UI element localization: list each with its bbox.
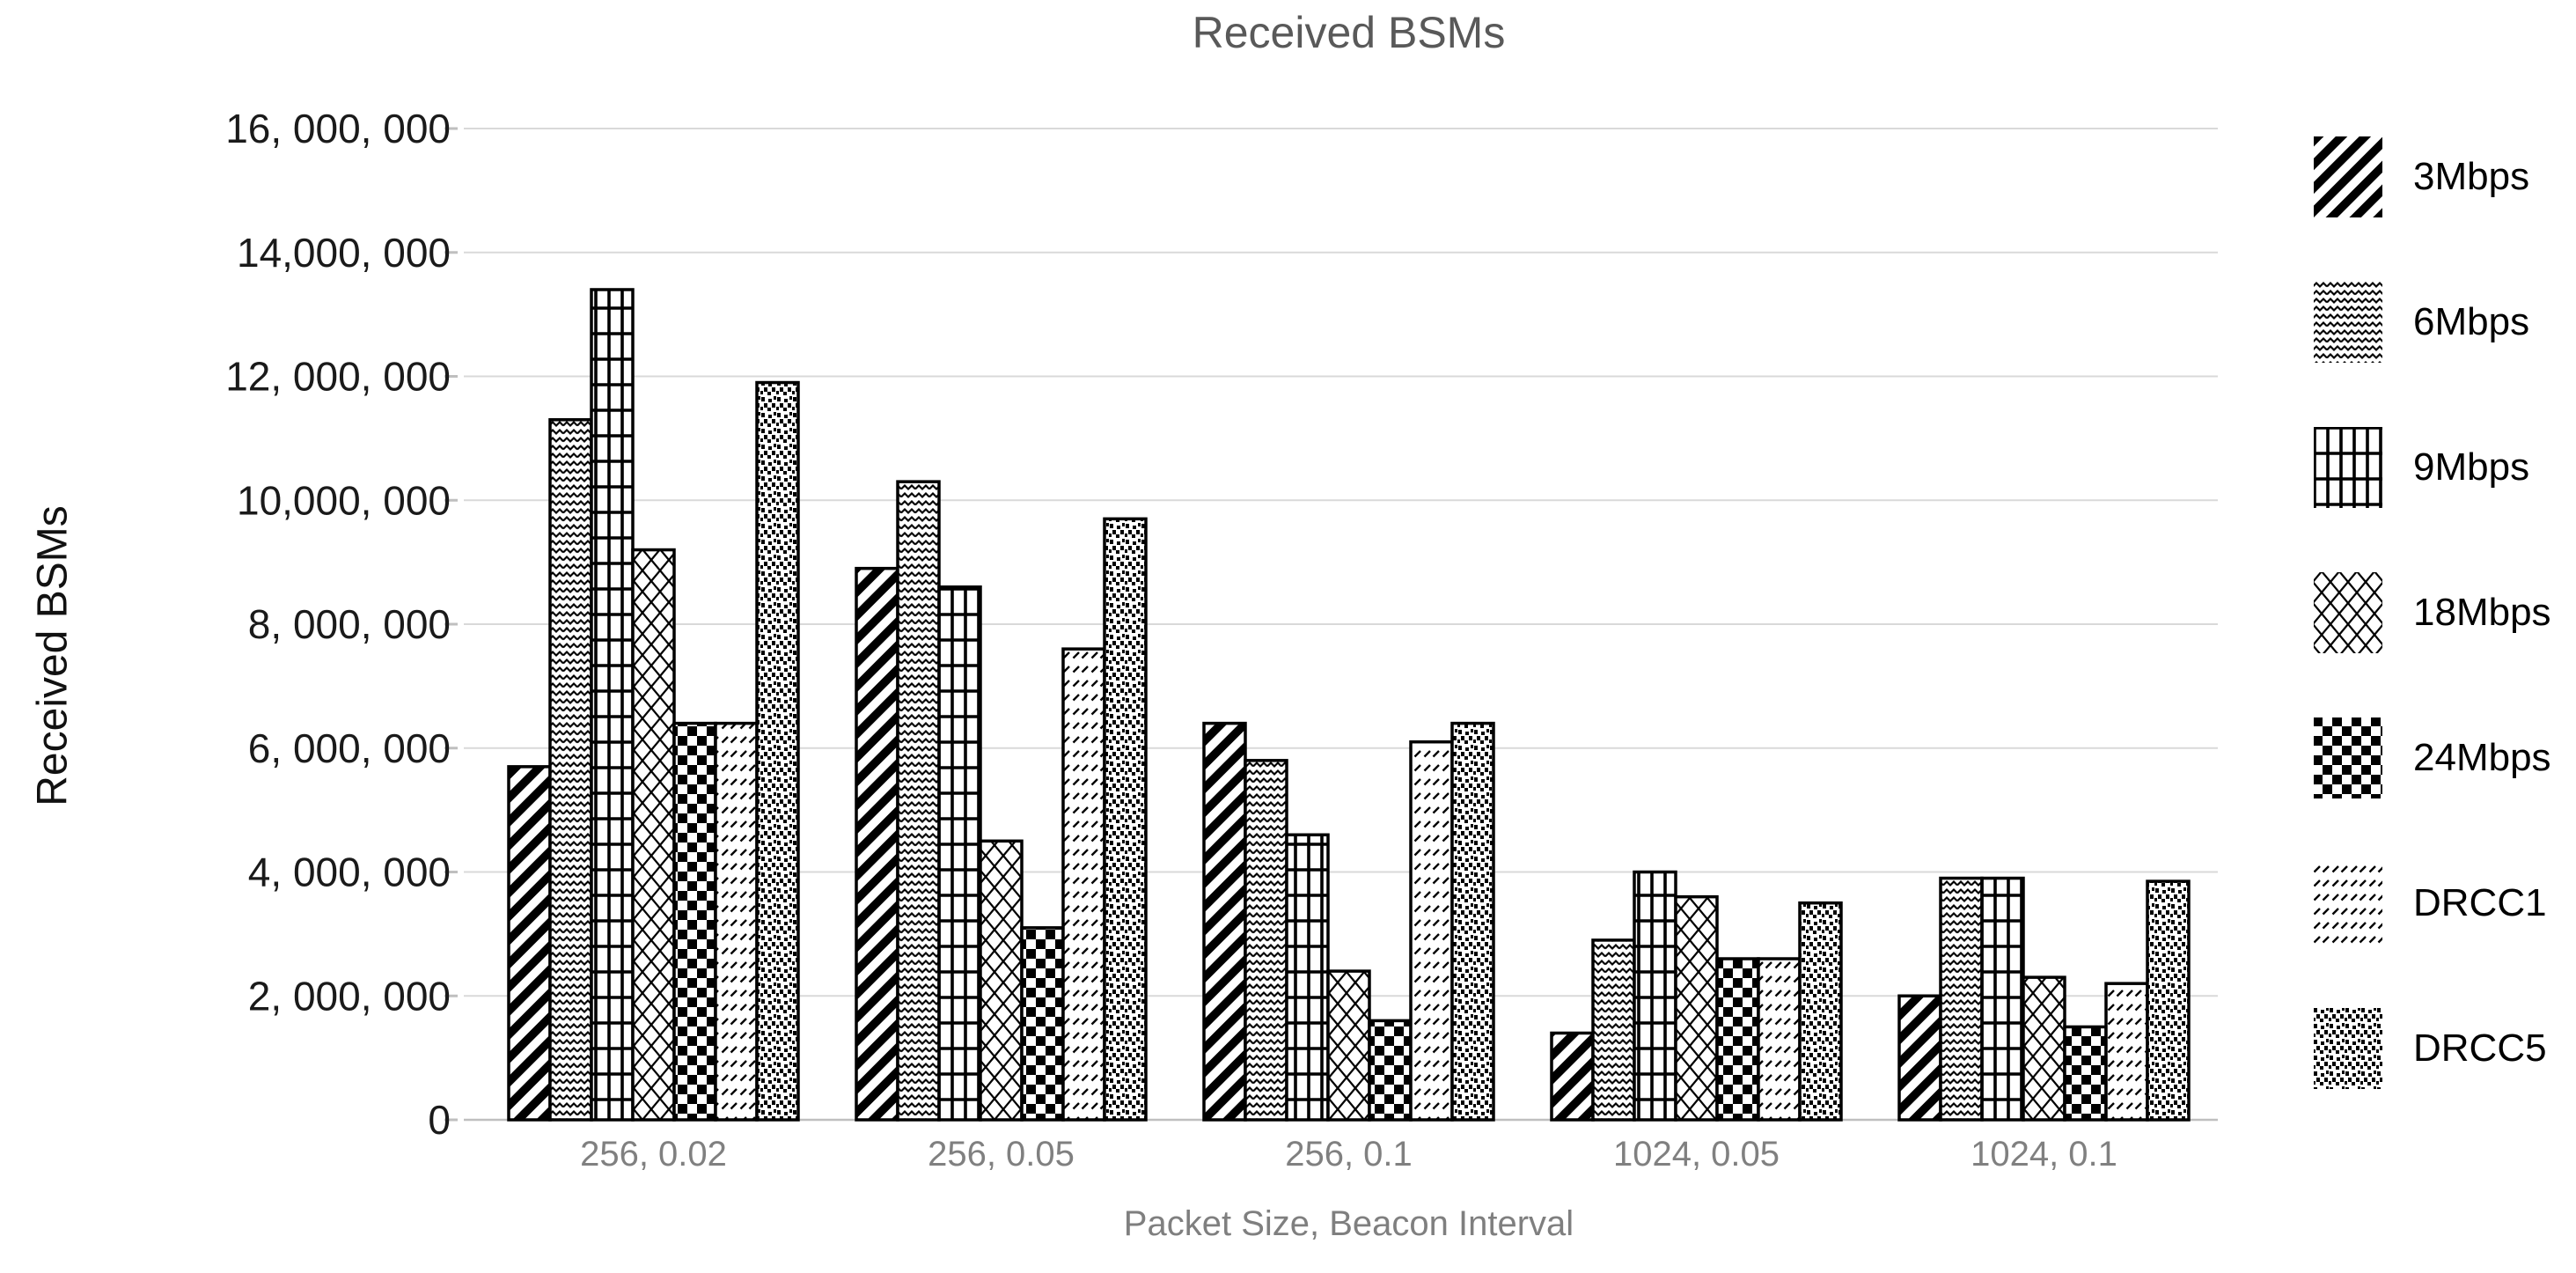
- bar-drcc1-group5: [2104, 982, 2149, 1122]
- y-tick-label: 12, 000, 000: [225, 354, 451, 400]
- bar-drcc1-group1: [714, 721, 759, 1122]
- y-tick-label: 2, 000, 000: [248, 973, 451, 1019]
- bar-6mbps-group5: [1939, 876, 1984, 1122]
- wave-pattern-swatch: [2314, 282, 2382, 363]
- bar-3mbps-group1: [507, 765, 552, 1122]
- bar-24mbps-group1: [672, 721, 717, 1122]
- x-tick-label: 256, 0.1: [1285, 1135, 1413, 1174]
- axis-tick-labels: 16, 000, 000 14,000, 000 12, 000, 000 10,00…: [225, 106, 2117, 1174]
- bar-6mbps-group2: [896, 480, 941, 1122]
- legend-item-3mbps: 3Mbps: [2313, 136, 2529, 218]
- y-tick-label: 16, 000, 000: [225, 106, 451, 151]
- bar-24mbps-group2: [1020, 926, 1065, 1122]
- bar-9mbps-group1: [590, 288, 635, 1122]
- legend-label: 6Mbps: [2413, 300, 2530, 343]
- legend-item-24mbps: 24Mbps: [2313, 717, 2551, 799]
- legend-label: DRCC5: [2413, 1026, 2547, 1070]
- bar-3mbps-group4: [1550, 1031, 1595, 1122]
- legend-label: 18Mbps: [2413, 591, 2551, 634]
- bar-drcc5-group5: [2146, 879, 2191, 1122]
- chart-title: Received BSMs: [1192, 8, 1506, 57]
- legend: 3Mbps 6Mbps 9Mbps 18Mbps 24Mbps DRCC1 DRCC5: [2313, 0, 2576, 1273]
- bar-24mbps-group5: [2063, 1025, 2108, 1122]
- bar-6mbps-group4: [1591, 938, 1636, 1122]
- x-tick-label: 1024, 0.1: [1971, 1135, 2117, 1174]
- bar-9mbps-group4: [1633, 870, 1677, 1122]
- diagonal-stripes-swatch: [2314, 136, 2382, 217]
- bar-drcc5-group3: [1450, 721, 1495, 1122]
- x-tick-label: 256, 0.05: [928, 1135, 1075, 1174]
- bar-drcc1-group2: [1061, 647, 1106, 1122]
- legend-item-drcc1: DRCC1: [2313, 862, 2547, 945]
- bar-18mbps-group1: [631, 548, 676, 1122]
- x-tick-label: 1024, 0.05: [1613, 1135, 1780, 1174]
- bars: [507, 288, 2191, 1122]
- bar-3mbps-group2: [855, 566, 899, 1122]
- bar-6mbps-group1: [548, 418, 593, 1122]
- legend-item-6mbps: 6Mbps: [2313, 281, 2529, 364]
- bar-18mbps-group3: [1326, 969, 1371, 1122]
- y-tick-label: 10,000, 000: [237, 477, 451, 523]
- legend-item-18mbps: 18Mbps: [2313, 571, 2551, 654]
- bar-drcc1-group3: [1409, 740, 1454, 1122]
- grid-pattern-swatch: [2314, 427, 2382, 508]
- y-tick-label: 14,000, 000: [237, 230, 451, 276]
- x-axis-title: Packet Size, Beacon Interval: [1123, 1204, 1574, 1243]
- bar-drcc5-group4: [1798, 901, 1843, 1122]
- checkerboard-swatch: [2314, 717, 2382, 798]
- diagonal-dashes-swatch: [2314, 863, 2382, 944]
- y-tick-label: 8, 000, 000: [248, 601, 451, 647]
- bar-18mbps-group5: [2022, 975, 2066, 1122]
- bar-24mbps-group4: [1715, 957, 1760, 1122]
- bar-drcc5-group2: [1103, 517, 1148, 1122]
- bar-9mbps-group3: [1285, 833, 1330, 1122]
- y-tick-label: 6, 000, 000: [248, 725, 451, 771]
- bar-3mbps-group3: [1202, 721, 1247, 1122]
- bar-18mbps-group2: [979, 839, 1024, 1122]
- bar-9mbps-group2: [937, 585, 982, 1122]
- scattered-dots-swatch: [2314, 1008, 2382, 1089]
- bar-drcc1-group4: [1757, 957, 1802, 1122]
- bar-drcc5-group1: [755, 380, 800, 1122]
- legend-label: 9Mbps: [2413, 445, 2530, 489]
- x-tick-label: 256, 0.02: [580, 1135, 727, 1174]
- legend-label: 3Mbps: [2413, 155, 2530, 198]
- y-tick-label: 4, 000, 000: [248, 850, 451, 895]
- bar-18mbps-group4: [1674, 894, 1719, 1122]
- bar-9mbps-group5: [1980, 876, 2025, 1122]
- legend-label: 24Mbps: [2413, 736, 2551, 779]
- diamond-lattice-swatch: [2314, 572, 2382, 653]
- legend-label: DRCC1: [2413, 881, 2547, 924]
- bar-24mbps-group3: [1368, 1019, 1413, 1122]
- legend-item-9mbps: 9Mbps: [2313, 426, 2529, 509]
- y-tick-label: 0: [428, 1097, 451, 1143]
- bar-6mbps-group3: [1244, 759, 1288, 1122]
- legend-item-drcc5: DRCC5: [2313, 1007, 2547, 1090]
- bar-3mbps-group5: [1897, 994, 1942, 1122]
